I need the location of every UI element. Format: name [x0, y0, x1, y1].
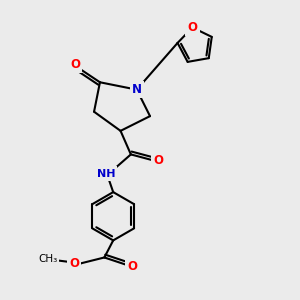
Text: NH: NH [97, 169, 115, 178]
Text: O: O [153, 154, 163, 167]
Text: N: N [132, 83, 142, 96]
Text: O: O [188, 21, 197, 34]
Text: CH₃: CH₃ [39, 254, 58, 264]
Text: O: O [70, 58, 80, 71]
Text: O: O [127, 260, 137, 273]
Text: O: O [69, 257, 79, 270]
